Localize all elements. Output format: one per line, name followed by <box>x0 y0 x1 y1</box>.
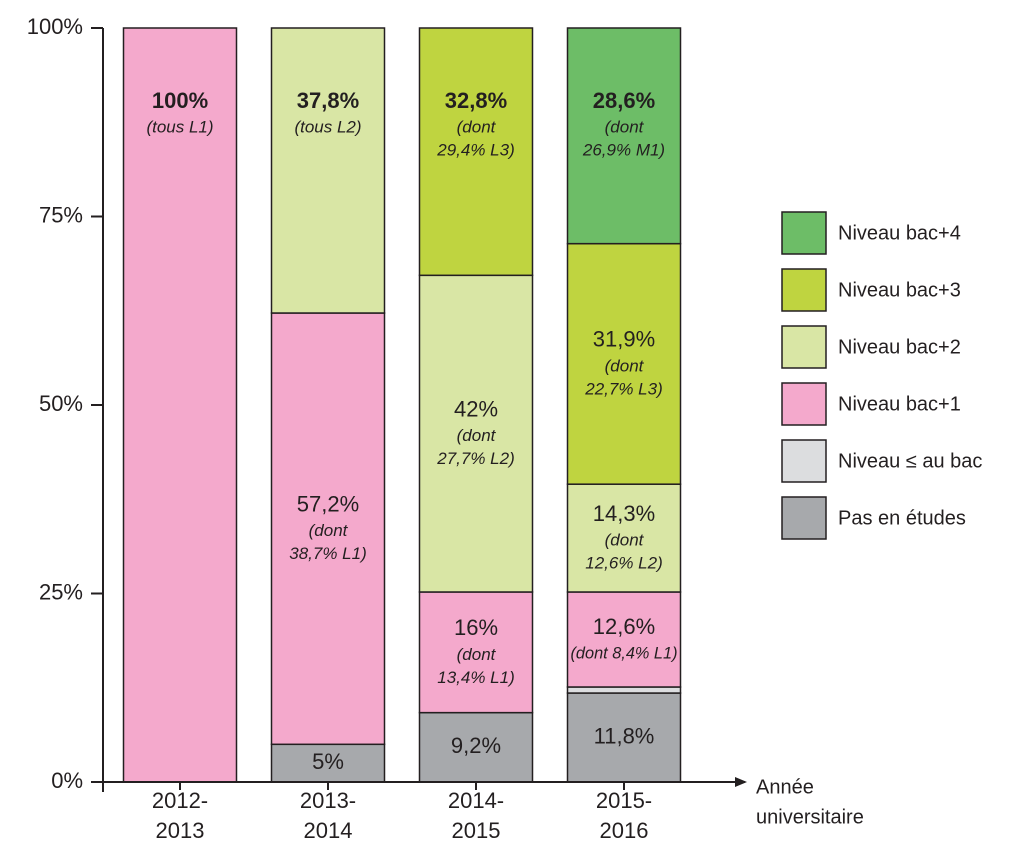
bar-segment <box>566 483 682 593</box>
legend-label: Pas en études <box>838 507 966 529</box>
y-tick-label: 25% <box>39 579 83 604</box>
value-note: (tous L2) <box>294 117 361 136</box>
value-note: 13,4% L1) <box>437 668 515 687</box>
x-tick-label: 2015 <box>452 818 501 843</box>
legend-label: Niveau bac+3 <box>838 279 961 301</box>
value-note: (dont <box>457 117 497 136</box>
bar-segment <box>566 686 682 694</box>
value-label: 9,2% <box>451 733 501 758</box>
legend-swatch <box>781 268 827 312</box>
value-note: (dont <box>309 521 349 540</box>
legend-swatch <box>781 382 827 426</box>
x-axis-label: universitaire <box>756 806 864 828</box>
bar-segment <box>270 27 386 314</box>
value-label: 16% <box>454 615 498 640</box>
value-label: 37,8% <box>297 88 359 113</box>
value-note: (dont <box>457 426 497 445</box>
value-label: 57,2% <box>297 491 359 516</box>
y-tick-label: 0% <box>51 768 83 793</box>
value-note: 12,6% L2) <box>585 554 663 573</box>
bar-segment <box>566 27 682 245</box>
y-tick-label: 50% <box>39 391 83 416</box>
legend-label: Niveau bac+4 <box>838 222 961 244</box>
value-label: 42% <box>454 396 498 421</box>
bar-segment <box>418 27 534 277</box>
x-axis-label: Année <box>756 776 814 798</box>
legend-swatch <box>781 211 827 255</box>
value-label: 28,6% <box>593 88 655 113</box>
y-tick-label: 75% <box>39 202 83 227</box>
legend-swatch <box>781 439 827 483</box>
legend-label: Niveau bac+2 <box>838 336 961 358</box>
x-tick-label: 2015- <box>596 788 652 813</box>
legend-swatch <box>781 325 827 369</box>
value-label: 31,9% <box>593 327 655 352</box>
bar-segment <box>270 743 386 783</box>
value-label: 5% <box>312 749 344 774</box>
x-tick-label: 2016 <box>600 818 649 843</box>
plot <box>122 27 682 783</box>
x-tick-label: 2014- <box>448 788 504 813</box>
value-note: (dont <box>605 356 645 375</box>
x-tick-label: 2013 <box>156 818 205 843</box>
bar-segment <box>418 274 534 593</box>
value-label: 14,3% <box>593 501 655 526</box>
bar-segment <box>122 27 238 783</box>
value-note: (dont <box>605 531 645 550</box>
y-tick-label: 100% <box>27 14 83 39</box>
x-tick-label: 2013- <box>300 788 356 813</box>
value-note: 27,7% L2) <box>436 449 515 468</box>
value-note: 22,7% L3) <box>584 379 663 398</box>
legend-swatch <box>781 496 827 540</box>
value-label: 12,6% <box>593 614 655 639</box>
value-note: (dont <box>457 645 497 664</box>
value-label: 100% <box>152 88 208 113</box>
value-note: 38,7% L1) <box>289 544 367 563</box>
legend-label: Niveau bac+1 <box>838 393 961 415</box>
value-note: (tous L1) <box>146 117 213 136</box>
x-tick-label: 2014 <box>304 818 353 843</box>
legend-label: Niveau ≤ au bac <box>838 450 982 472</box>
x-tick-label: 2012- <box>152 788 208 813</box>
value-note: 26,9% M1) <box>582 140 665 159</box>
value-note: (dont <box>605 117 645 136</box>
value-label: 11,8% <box>594 723 655 748</box>
value-label: 32,8% <box>445 88 507 113</box>
bar-segment <box>566 242 682 485</box>
value-note: (dont 8,4% L1) <box>571 643 678 662</box>
value-note: 29,4% L3) <box>436 140 515 159</box>
bar-segment <box>566 591 682 688</box>
bar-segment <box>418 591 534 714</box>
